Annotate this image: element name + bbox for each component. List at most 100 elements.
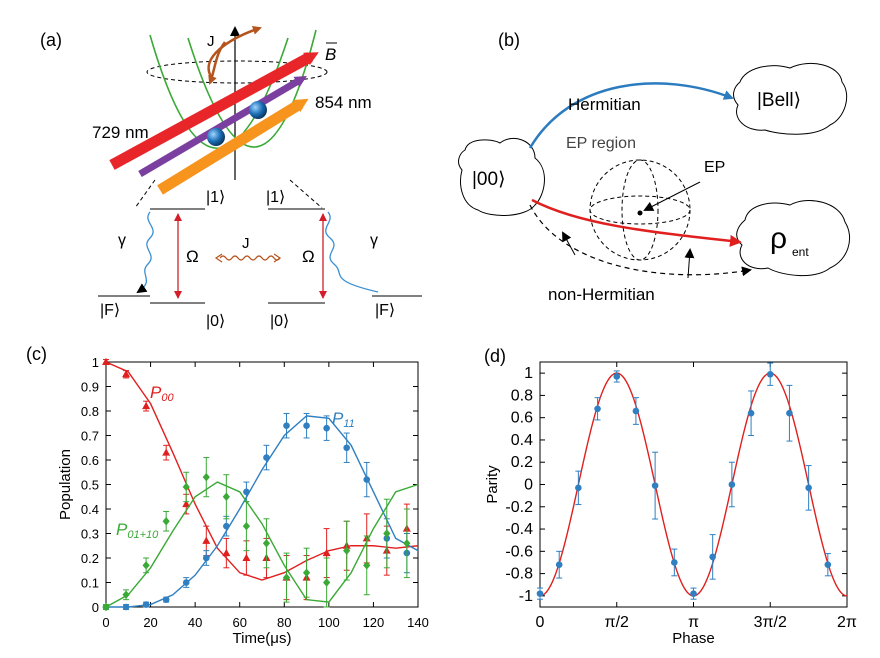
data-point	[323, 424, 330, 432]
j-arrow-right	[273, 253, 282, 263]
data-point	[594, 405, 601, 413]
ep-sphere-equator	[589, 195, 691, 225]
ep-pointer	[643, 181, 701, 211]
data-point	[383, 529, 391, 538]
x-tick-label: 0	[536, 614, 545, 631]
ep-sphere	[589, 159, 691, 261]
data-point	[262, 539, 271, 548]
data-point	[343, 546, 351, 555]
y-tick-label: 0.1	[81, 576, 99, 591]
x-tick-label: 3π/2	[754, 614, 787, 631]
laser-729-beam	[109, 52, 319, 170]
y-tick-label: 0.8	[81, 404, 99, 419]
hermitian-path	[528, 82, 734, 149]
state-blob-rho	[736, 200, 850, 277]
series-label-sub: 00	[161, 392, 174, 404]
data-point	[242, 521, 250, 531]
ket-1-right: |1⟩	[266, 189, 285, 206]
ep-label: EP	[704, 159, 725, 176]
panel-d-label: (d)	[484, 346, 506, 366]
non-hermitian-label: non-Hermitian	[548, 285, 655, 304]
state-blob-start	[458, 138, 545, 216]
data-point	[747, 409, 755, 417]
y-tick-label: 0	[524, 477, 533, 494]
x-tick-label: 40	[188, 615, 202, 630]
pointer-left	[562, 231, 576, 256]
y-tick-label: 0.5	[81, 478, 99, 493]
data-point	[302, 568, 311, 577]
gamma-left: γ	[118, 232, 126, 249]
y-tick-label: -1	[519, 588, 533, 605]
coupling-arrow-bottom	[208, 41, 227, 85]
ep-point	[637, 210, 643, 216]
data-point	[182, 579, 190, 586]
x-tick-label: 80	[277, 615, 291, 630]
panel-c: (c) 0 20 40 60 80 100 120 14000.10.20.30.40.50.…	[26, 344, 429, 647]
fit-curve	[106, 415, 419, 608]
fit-curve	[105, 361, 419, 581]
data-point	[709, 553, 716, 561]
y-tick-label: -0.8	[505, 566, 533, 583]
cone-line-right	[289, 179, 323, 209]
series-label-1: P11	[332, 409, 355, 430]
data-point	[202, 472, 210, 482]
series-label-sub: 11	[343, 418, 354, 430]
data-point	[575, 484, 582, 492]
data-point	[162, 596, 170, 603]
y-tick-label: -0.4	[505, 521, 533, 538]
data-point	[363, 561, 371, 570]
rho-sub: ent	[792, 245, 809, 259]
x-tick-label: 60	[232, 615, 246, 630]
data-point	[202, 536, 211, 544]
magnetic-field-arrow	[138, 75, 307, 178]
non-hermitian-dashed-path	[529, 204, 752, 277]
y-tick-label: 0.9	[81, 380, 99, 395]
data-point	[242, 553, 251, 561]
series-label-sub: 01+10	[127, 529, 159, 541]
plot-frame	[539, 361, 848, 608]
series-label-main: P	[116, 520, 128, 539]
bell-state: |Bell⟩	[757, 90, 801, 111]
field-b-label: B	[325, 45, 336, 64]
panel-b-label: (b)	[498, 30, 520, 50]
panel-b: (b) |00⟩ |Bell⟩ ρ ent Hermitian EP regio…	[458, 30, 850, 304]
y-tick-label: 0	[92, 600, 99, 615]
y-tick-label: 0.2	[81, 551, 99, 566]
y-axis-label: Parity	[484, 465, 501, 504]
data-point	[613, 373, 621, 380]
data-point	[122, 603, 130, 611]
panel-d: (d) 0 π/2 π 3π/2 2π -1 -0.8 -0.6 -0.4 -0.2 0 0.2 0.4…	[484, 346, 857, 647]
decay-right	[325, 211, 379, 293]
y-tick-label: 0.7	[81, 429, 99, 444]
omega-left: Ω	[186, 247, 199, 266]
data-point	[786, 409, 793, 417]
data-point	[122, 590, 130, 599]
data-point	[343, 444, 350, 452]
data-point	[142, 561, 150, 570]
laser-854-beam	[157, 98, 309, 195]
parity-chart: 0 π/2 π 3π/2 2π -1 -0.8 -0.6 -0.4 -0.2 0 0.2 0.4 0.6 0…	[484, 361, 857, 647]
ket-f-right: |F⟩	[375, 302, 395, 319]
j-wavy-line	[219, 255, 281, 261]
series-p01-10	[102, 457, 419, 612]
data-point	[766, 370, 774, 378]
j-arrow-left	[214, 253, 223, 263]
data-point	[728, 481, 736, 488]
coupling-arrow-top	[207, 25, 262, 79]
y-tick-label: 0.4	[81, 502, 99, 517]
x-tick-label: 120	[363, 615, 385, 630]
data-point	[536, 590, 544, 597]
data-point	[202, 554, 210, 562]
ket-1-left: |1⟩	[206, 189, 225, 206]
x-axis-label: Phase	[672, 630, 715, 647]
omega-right: Ω	[302, 247, 315, 266]
x-tick-label: π	[688, 614, 699, 631]
ket-0-left: |0⟩	[206, 313, 225, 330]
data-point	[182, 499, 191, 508]
series-label-main: P	[150, 383, 162, 402]
series-label-2: P01+10	[116, 520, 159, 541]
y-tick-label: 0.2	[511, 454, 533, 471]
data-point	[805, 484, 812, 492]
y-tick-label: 1	[92, 355, 99, 370]
series-p11	[102, 412, 419, 611]
